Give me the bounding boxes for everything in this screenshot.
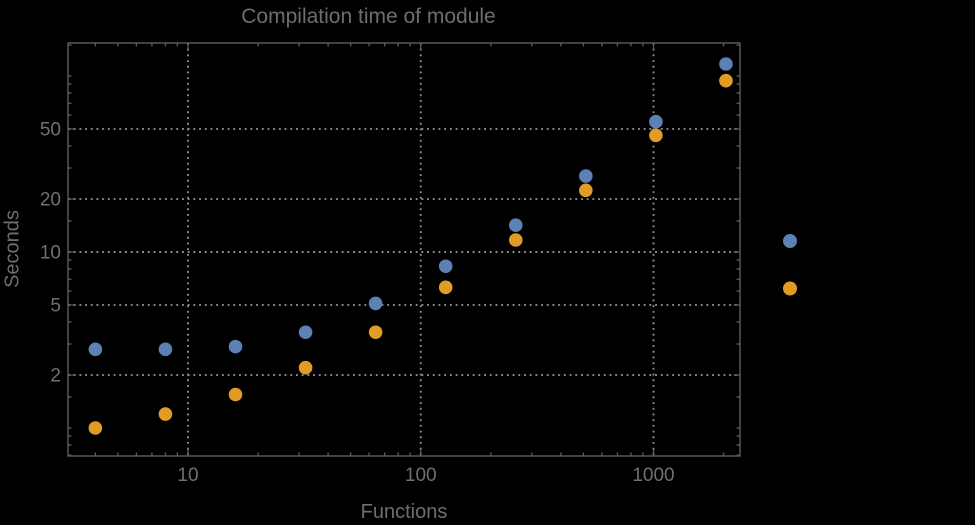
y-tick-label-5: 5: [50, 295, 61, 316]
data-point-orange-series-x16: [228, 387, 243, 402]
x-tick-label-100: 100: [405, 465, 437, 486]
y-tick-label-20: 20: [40, 190, 61, 211]
plot-frame: [67, 42, 741, 457]
data-point-blue-series-x64: [368, 296, 383, 311]
data-point-blue-series-x256: [508, 218, 523, 232]
data-point-blue-series-x4: [88, 342, 103, 357]
data-point-orange-series-x2048: [719, 73, 733, 88]
data-point-blue-series-x16: [228, 339, 243, 354]
legend-marker-blue-series: [783, 234, 797, 248]
y-tick-label-50: 50: [40, 119, 61, 140]
chart-title: Compilation time of module: [241, 5, 496, 28]
y-tick-label-2: 2: [50, 366, 61, 387]
y-axis-label: Seconds: [1, 210, 24, 288]
y-tick-label-10: 10: [40, 243, 61, 264]
data-point-blue-series-x128: [438, 259, 453, 274]
data-point-blue-series-x512: [579, 169, 593, 183]
data-point-blue-series-x32: [298, 325, 313, 340]
data-point-orange-series-x32: [298, 360, 313, 375]
data-point-blue-series-x8: [158, 342, 173, 357]
x-tick-label-1000: 1000: [632, 465, 674, 486]
x-tick-label-10: 10: [177, 465, 198, 486]
legend-marker-orange-series: [783, 281, 797, 296]
data-point-orange-series-x1024: [649, 128, 663, 143]
data-point-orange-series-x64: [368, 325, 383, 340]
data-point-orange-series-x256: [508, 233, 523, 247]
x-axis-label: Functions: [360, 501, 448, 523]
data-point-orange-series-x4: [88, 421, 103, 435]
data-point-orange-series-x128: [438, 280, 453, 295]
data-point-orange-series-x512: [579, 183, 593, 198]
data-point-blue-series-x1024: [649, 114, 663, 129]
data-point-orange-series-x8: [158, 407, 173, 421]
data-point-blue-series-x2048: [719, 57, 733, 71]
